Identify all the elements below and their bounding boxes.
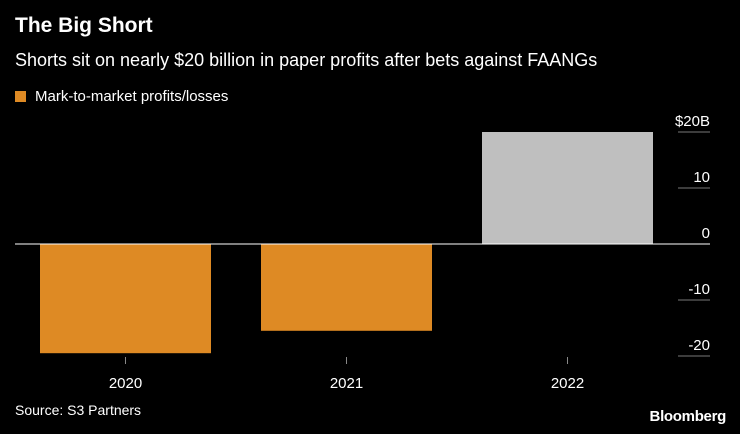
y-tick-label: -10	[688, 281, 710, 298]
bar-2020	[40, 244, 211, 354]
chart-title: The Big Short	[15, 14, 153, 37]
legend: Mark-to-market profits/losses	[15, 88, 228, 105]
x-tick-label: 2021	[330, 375, 363, 392]
y-tick-label: $20B	[675, 113, 710, 130]
x-tick-label: 2020	[109, 375, 142, 392]
chart-subtitle: Shorts sit on nearly $20 billion in pape…	[15, 50, 598, 70]
y-tick-label: 10	[693, 169, 710, 186]
bloomberg-logo: Bloomberg	[649, 408, 727, 425]
bar-2021	[261, 244, 432, 331]
x-tick-label: 2022	[551, 375, 584, 392]
legend-swatch	[15, 91, 26, 102]
bar-2022	[482, 132, 653, 244]
y-tick-label: -20	[688, 337, 710, 354]
y-tick-label: 0	[702, 225, 710, 242]
legend-label: Mark-to-market profits/losses	[35, 88, 229, 105]
source-note: Source: S3 Partners	[15, 402, 142, 418]
